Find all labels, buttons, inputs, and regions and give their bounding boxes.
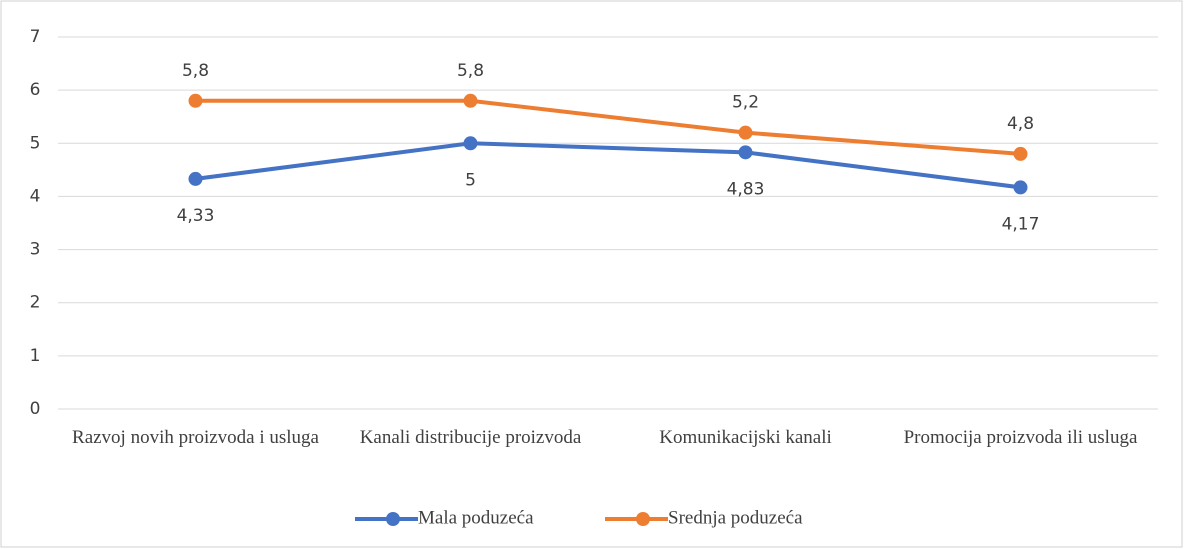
data-label: 4,8 — [1007, 114, 1034, 134]
data-label: 5,8 — [457, 61, 484, 81]
data-label: 4,17 — [1002, 214, 1040, 234]
marker — [1013, 146, 1028, 161]
legend-marker — [386, 512, 400, 526]
data-label: 5,8 — [182, 61, 209, 81]
x-tick-label: Kanali distribucije proizvoda — [359, 427, 582, 448]
y-tick-label: 1 — [30, 346, 41, 366]
legend-label: Srednja poduzeća — [668, 507, 803, 528]
y-tick-label: 6 — [30, 80, 41, 100]
x-tick-label: Promocija proizvoda ili usluga — [903, 427, 1138, 448]
data-label: 5,2 — [732, 93, 759, 113]
data-label: 5 — [465, 170, 476, 190]
marker — [738, 125, 753, 140]
y-tick-label: 4 — [30, 186, 41, 206]
marker — [188, 171, 203, 186]
x-tick-label: Komunikacijski kanali — [659, 427, 832, 448]
y-tick-label: 7 — [30, 27, 41, 47]
series-line — [195, 98, 1021, 156]
legend-label: Mala poduzeća — [418, 507, 534, 528]
y-tick-label: 2 — [30, 293, 41, 313]
series-line — [195, 141, 1021, 190]
marker — [738, 145, 753, 160]
data-label: 4,33 — [177, 206, 215, 226]
legend-marker — [636, 512, 650, 526]
marker — [188, 93, 203, 108]
y-tick-label: 5 — [30, 133, 41, 153]
x-tick-label: Razvoj novih proizvoda i usluga — [72, 427, 319, 448]
y-tick-label: 0 — [30, 399, 41, 419]
data-label: 4,83 — [727, 179, 765, 199]
marker — [1013, 180, 1028, 195]
marker — [463, 93, 478, 108]
marker — [463, 136, 478, 151]
y-tick-label: 3 — [30, 240, 41, 260]
